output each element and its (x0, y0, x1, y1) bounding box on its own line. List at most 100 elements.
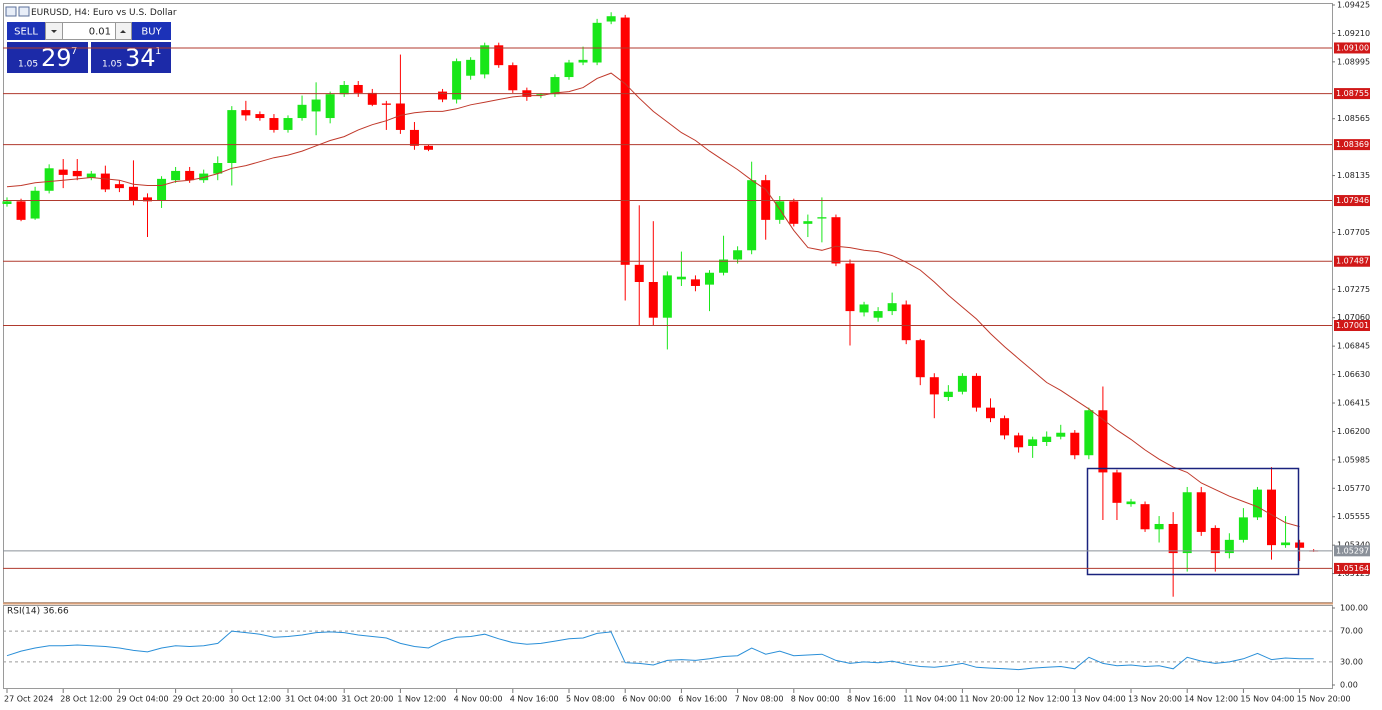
x-tick-label: 5 Nov 08:00 (566, 695, 615, 704)
candle-body (592, 22, 602, 63)
candle-body (199, 173, 209, 181)
x-tick-label: 29 Oct 04:00 (116, 695, 168, 704)
candle-body (466, 59, 476, 76)
candle-body (283, 118, 293, 130)
candle-body (1070, 432, 1080, 456)
x-tick-label: 1 Nov 12:00 (397, 695, 446, 704)
x-tick-label: 8 Nov 16:00 (847, 695, 896, 704)
y-tick-label: 1.06630 (1337, 370, 1370, 379)
annotation-box (1086, 467, 1300, 576)
level-label-box (1334, 42, 1370, 54)
rsi-title: RSI(14) 36.66 (7, 607, 69, 617)
candle-body (297, 104, 307, 119)
candle-body (1084, 410, 1094, 456)
level-label: 1.07487 (1336, 257, 1369, 266)
candle-body (789, 201, 799, 224)
y-tick-label: 1.08565 (1337, 114, 1370, 123)
bid-prefix: 1.05 (18, 60, 38, 70)
x-tick-label: 31 Oct 04:00 (285, 695, 337, 704)
candle-body (719, 259, 729, 273)
y-tick-label: 30.00 (1340, 657, 1363, 666)
candle-body (634, 264, 644, 283)
candle-body (381, 103, 391, 105)
y-tick-label: 1.05985 (1337, 455, 1370, 464)
candle-body (409, 129, 419, 146)
candle-body (58, 169, 68, 175)
candle-body (241, 110, 251, 116)
candle-body (1238, 517, 1248, 540)
candle-body (424, 145, 433, 150)
icon (18, 6, 30, 17)
candle-body (817, 217, 827, 219)
x-tick-label: 11 Nov 04:00 (903, 695, 957, 704)
candle-body (648, 282, 658, 318)
candle-body (494, 45, 504, 66)
candle-body (353, 84, 363, 93)
arrow-icon (120, 30, 126, 33)
candle-body (564, 62, 574, 78)
icon (5, 6, 17, 17)
y-tick-label: 1.07060 (1337, 313, 1370, 322)
plot-area (2, 12, 1319, 597)
candle-body (676, 276, 686, 280)
x-tick-label: 6 Nov 16:00 (678, 695, 727, 704)
candle-body (943, 391, 953, 398)
y-tick-label: 1.06415 (1337, 398, 1370, 407)
current-price-label: 1.05297 (1336, 546, 1369, 555)
x-tick-label: 8 Nov 00:00 (791, 695, 840, 704)
candle-body (662, 275, 672, 318)
y-tick-label: 1.06200 (1337, 427, 1370, 436)
candle-body (438, 91, 448, 100)
buy-label: BUY (141, 27, 162, 38)
bid-big: 29 (41, 44, 72, 72)
candle-body (1014, 435, 1024, 448)
x-tick-label: 27 Oct 2024 (4, 695, 53, 704)
candle-body (1126, 501, 1136, 505)
candle-body (269, 118, 279, 130)
candle-body (915, 340, 925, 378)
candle-body (452, 61, 462, 100)
candle-body (690, 279, 700, 286)
candle-body (747, 180, 757, 251)
candle-body (606, 16, 616, 22)
y-tick-label: 0.00 (1340, 681, 1358, 690)
candle-body (761, 180, 771, 220)
y-tick-label: 1.05340 (1337, 541, 1370, 550)
candle-body (1210, 527, 1220, 554)
x-tick-label: 13 Nov 04:00 (1072, 695, 1126, 704)
ask-small: 1 (155, 46, 161, 57)
candle-body (1028, 439, 1038, 446)
x-tick-label: 4 Nov 16:00 (510, 695, 559, 704)
chart-title: EURUSD, H4: Euro vs U.S. Dollar (31, 8, 177, 18)
candle-body (705, 272, 714, 285)
candle-body (971, 375, 981, 408)
candle-body (733, 250, 743, 260)
sell-button[interactable] (7, 22, 45, 40)
candle-body (1056, 432, 1066, 437)
level-label: 1.07946 (1336, 196, 1369, 205)
bid-box[interactable] (7, 42, 88, 73)
level-label: 1.08369 (1336, 140, 1369, 149)
candle-body (831, 217, 841, 264)
candle-body (339, 84, 349, 95)
candle-body (550, 77, 560, 95)
lot-value: 0.01 (89, 27, 111, 38)
bid-small: 7 (71, 46, 77, 57)
level-label: 1.05164 (1336, 564, 1369, 573)
ask-box[interactable] (91, 42, 171, 73)
y-tick-label: 1.08135 (1337, 171, 1370, 180)
candle-body (887, 303, 897, 312)
candle-body (508, 65, 518, 91)
candle-body (1140, 504, 1150, 530)
y-tick-label: 1.05770 (1337, 484, 1370, 493)
candle-body (1252, 489, 1262, 518)
x-tick-label: 15 Nov 20:00 (1297, 695, 1351, 704)
candle-body (2, 201, 12, 204)
arrow-icon (51, 30, 57, 33)
level-label: 1.07001 (1336, 321, 1369, 330)
x-tick-label: 11 Nov 20:00 (959, 695, 1013, 704)
buy-button[interactable] (132, 22, 171, 40)
candle-body (1182, 492, 1192, 554)
candle-body (1224, 539, 1234, 554)
level-label-box (1334, 255, 1370, 267)
